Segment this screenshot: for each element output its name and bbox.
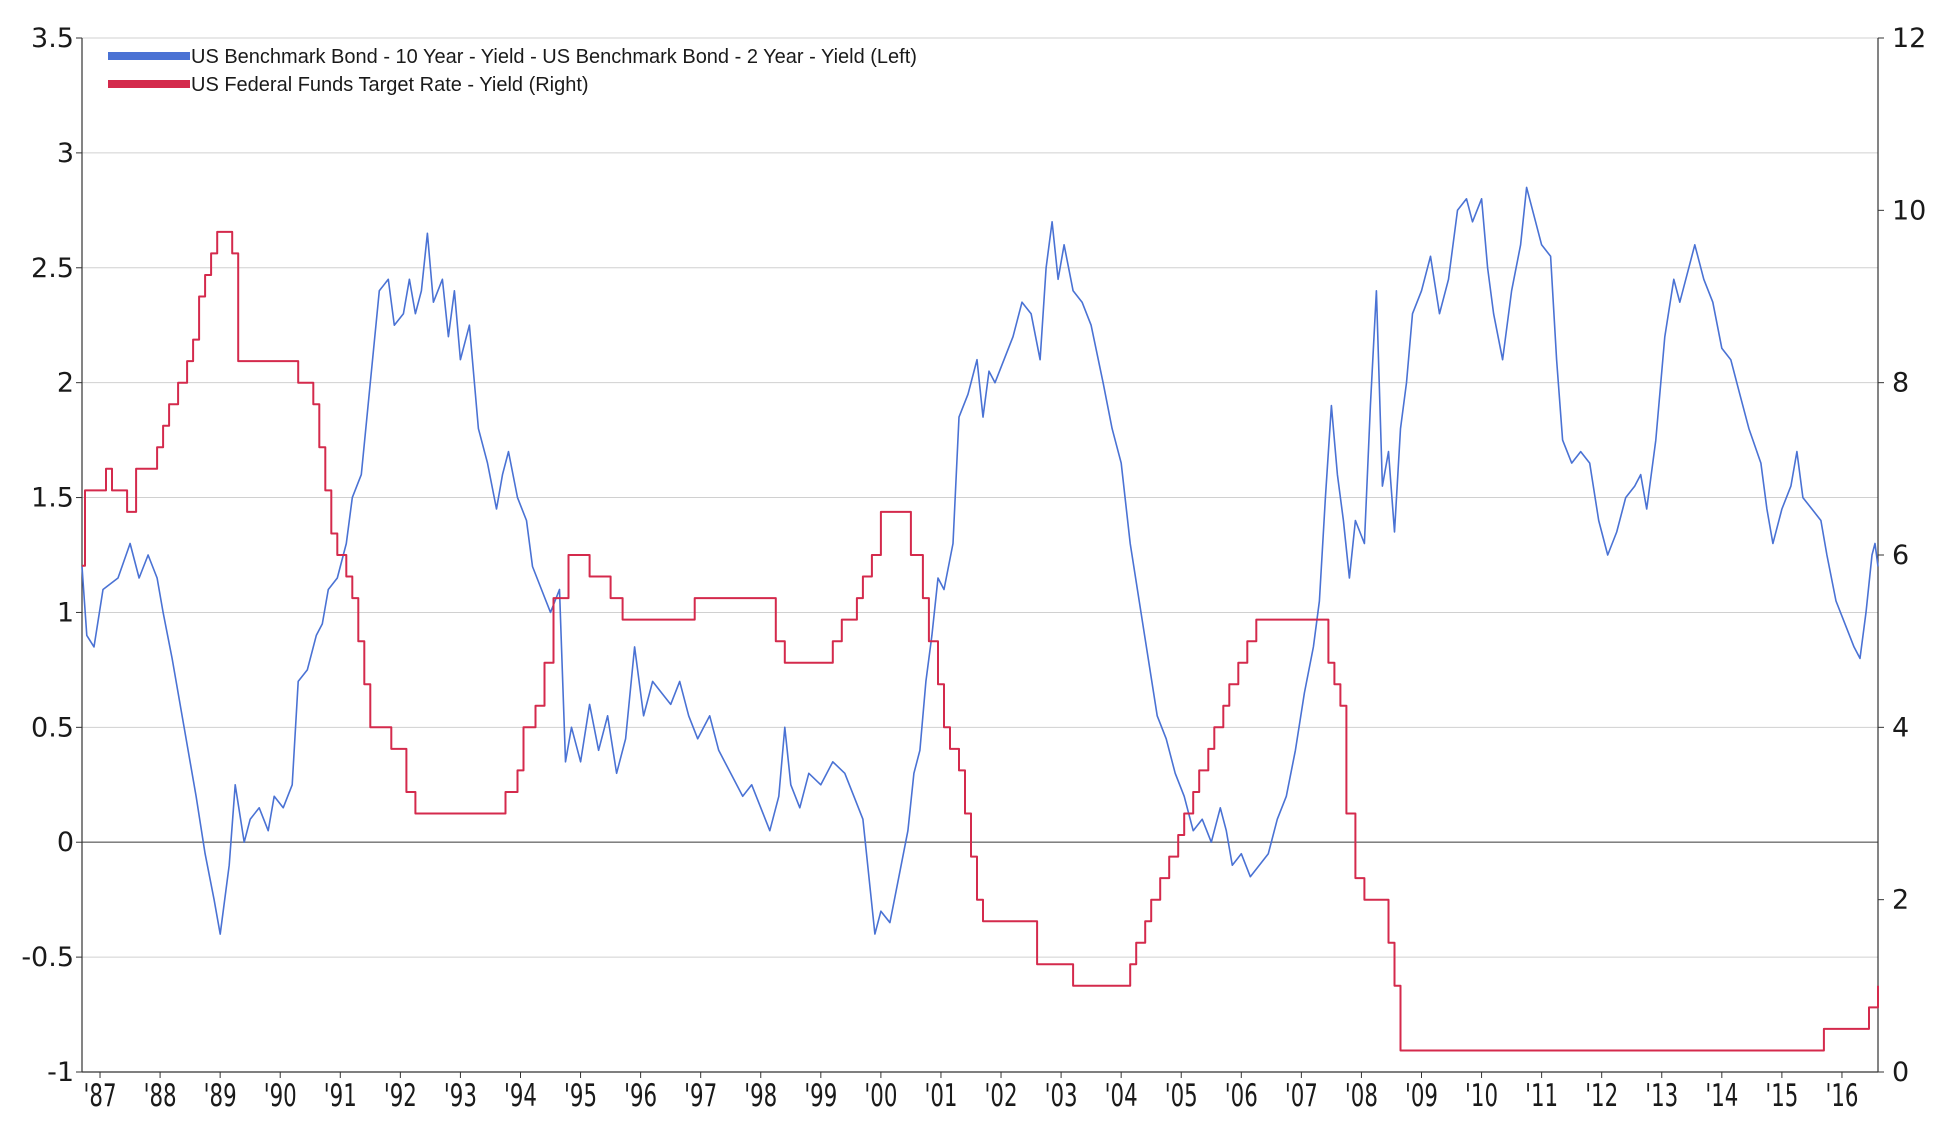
left-tick-label: 0.5 <box>31 712 74 743</box>
x-tick-label: '07 <box>1285 1078 1318 1114</box>
x-tick-label: '09 <box>1405 1078 1438 1114</box>
legend-swatch-fed-funds <box>108 80 190 88</box>
left-tick-label: -1 <box>47 1057 74 1088</box>
legend: US Benchmark Bond - 10 Year - Yield - US… <box>108 46 917 96</box>
x-tick-label: '95 <box>564 1078 597 1114</box>
right-tick-label: 0 <box>1892 1057 1909 1088</box>
left-tick-label: 1.5 <box>31 483 74 514</box>
x-tick-label: '03 <box>1045 1078 1078 1114</box>
x-tick-label: '97 <box>684 1078 717 1114</box>
right-axis-ticks: 0 2 4 6 8 10 12 <box>1878 23 1926 1088</box>
x-tick-label: '01 <box>924 1078 957 1114</box>
right-tick-label: 4 <box>1892 712 1909 743</box>
x-tick-label: '05 <box>1165 1078 1198 1114</box>
x-tick-label: '04 <box>1105 1078 1138 1114</box>
legend-label-fed-funds: US Federal Funds Target Rate - Yield (Ri… <box>191 74 589 96</box>
x-tick-label: '88 <box>144 1078 177 1114</box>
x-tick-label: '98 <box>744 1078 777 1114</box>
right-tick-label: 2 <box>1892 885 1909 916</box>
x-tick-label: '12 <box>1585 1078 1618 1114</box>
legend-label-spread: US Benchmark Bond - 10 Year - Yield - US… <box>191 46 917 68</box>
x-tick-label: '92 <box>384 1078 417 1114</box>
x-tick-label: '93 <box>444 1078 477 1114</box>
series-line-yield-spread <box>81 186 1879 935</box>
right-tick-label: 6 <box>1892 540 1909 571</box>
left-tick-label: 0 <box>57 827 74 858</box>
axes <box>81 38 1879 1073</box>
x-tick-label: '02 <box>985 1078 1018 1114</box>
left-tick-label: 2.5 <box>31 253 74 284</box>
x-tick-label: '91 <box>324 1078 357 1114</box>
x-tick-label: '06 <box>1225 1078 1258 1114</box>
left-tick-label: -0.5 <box>21 942 74 973</box>
right-tick-label: 8 <box>1892 368 1909 399</box>
x-tick-label: '14 <box>1705 1078 1738 1114</box>
left-tick-label: 3.5 <box>31 23 74 54</box>
right-tick-label: 10 <box>1892 195 1926 226</box>
x-tick-label: '89 <box>204 1078 237 1114</box>
x-tick-label: '87 <box>84 1078 117 1114</box>
series-layer <box>81 186 1879 1052</box>
x-tick-label: '08 <box>1345 1078 1378 1114</box>
x-tick-label: '16 <box>1825 1078 1858 1114</box>
x-tick-label: '90 <box>264 1078 297 1114</box>
x-tick-label: '99 <box>804 1078 837 1114</box>
series-line-fed-funds-rate <box>82 230 1879 1052</box>
right-tick-label: 12 <box>1892 23 1926 54</box>
x-tick-label: '11 <box>1525 1078 1558 1114</box>
grid-lines <box>82 37 1878 1073</box>
x-tick-label: '10 <box>1465 1078 1498 1114</box>
left-tick-label: 3 <box>57 138 74 169</box>
x-tick-label: '94 <box>504 1078 537 1114</box>
x-tick-label: '00 <box>864 1078 897 1114</box>
x-tick-label: '13 <box>1645 1078 1678 1114</box>
left-tick-label: 1 <box>57 597 74 628</box>
legend-swatch-spread <box>108 52 190 60</box>
left-axis-ticks: -1 -0.5 0 0.5 1 1.5 2 2.5 3 3.5 <box>21 23 82 1088</box>
x-tick-label: '15 <box>1765 1078 1798 1114</box>
x-tick-label: '96 <box>624 1078 657 1114</box>
left-tick-label: 2 <box>57 368 74 399</box>
x-axis-ticks: '87 '88 '89 '90 '91 '92 '93 '94 '95 '96 '97 '98 '99 '… <box>84 1072 1858 1114</box>
